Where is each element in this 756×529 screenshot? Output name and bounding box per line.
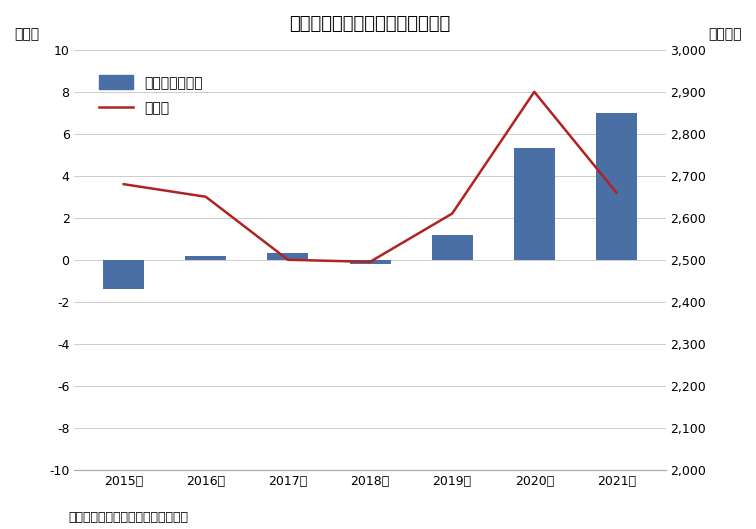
Text: （％）: （％） xyxy=(14,28,40,41)
前年比 xyxy=(530,89,539,95)
Bar xyxy=(103,260,144,289)
Bar xyxy=(596,113,637,260)
前年比 xyxy=(284,257,293,263)
Bar xyxy=(349,260,391,264)
Text: （億円）: （億円） xyxy=(708,28,742,41)
Title: ペット・ペット用品販売額の推移: ペット・ペット用品販売額の推移 xyxy=(290,15,451,33)
Bar xyxy=(185,256,226,260)
前年比 xyxy=(365,259,374,265)
前年比 xyxy=(612,189,621,196)
Bar xyxy=(432,234,472,260)
前年比 xyxy=(448,211,457,217)
Line: 前年比: 前年比 xyxy=(124,92,616,262)
Bar xyxy=(268,253,308,260)
Bar xyxy=(514,149,555,260)
前年比 xyxy=(201,194,210,200)
Text: 資料：商業動態統計（経済産業省）: 資料：商業動態統計（経済産業省） xyxy=(68,510,188,524)
前年比 xyxy=(119,181,129,187)
Legend: 販売額（右側）, 前年比: 販売額（右側）, 前年比 xyxy=(93,69,209,121)
